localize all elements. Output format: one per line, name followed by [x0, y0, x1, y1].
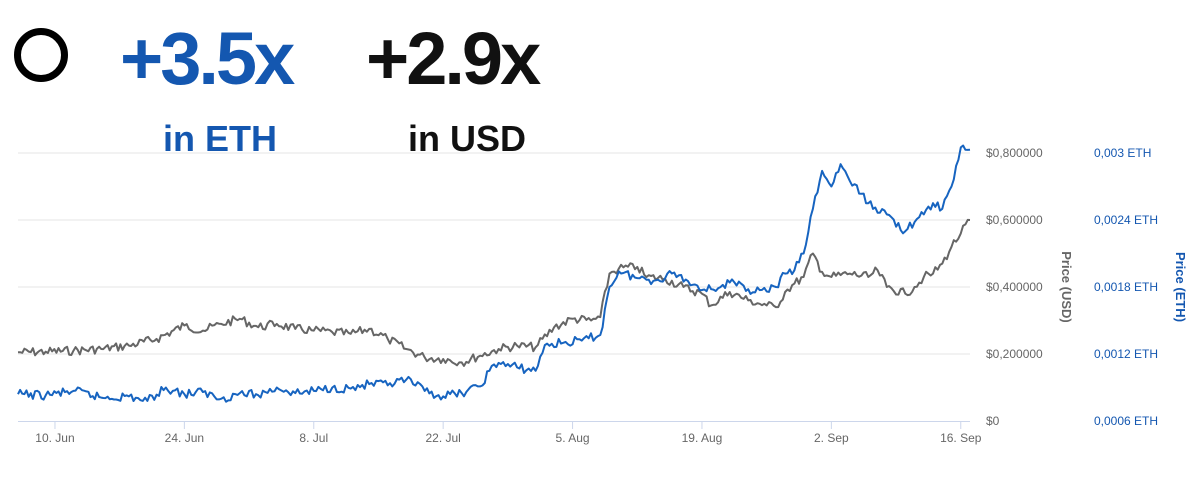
- left-y-axis: $0 $0,200000 $0,400000 $0,600000 $0,800000 Pr…: [986, 146, 1074, 428]
- y-right-tick-label: 0,0018 ETH: [1094, 280, 1158, 294]
- eth-multiplier: +3.5x: [120, 17, 295, 100]
- y-right-tick-label: 0,003 ETH: [1094, 146, 1151, 160]
- y-left-axis-title: Price (USD): [1059, 251, 1074, 323]
- usd-multiplier: +2.9x: [366, 17, 541, 100]
- x-axis: 10. Jun 24. Jun 8. Jul 22. Jul 5. Aug 19. Aug…: [18, 421, 982, 445]
- x-tick-label: 10. Jun: [35, 431, 74, 445]
- x-tick-label: 24. Jun: [165, 431, 204, 445]
- series-lines: [17, 144, 971, 403]
- y-left-tick-label: $0,200000: [986, 347, 1043, 361]
- x-tick-label: 8. Jul: [299, 431, 328, 445]
- y-right-tick-label: 0,0006 ETH: [1094, 414, 1158, 428]
- x-tick-label: 22. Jul: [425, 431, 460, 445]
- y-right-tick-label: 0,0012 ETH: [1094, 347, 1158, 361]
- right-y-axis: 0,0006 ETH 0,0012 ETH 0,0018 ETH 0,0024 ETH…: [1094, 146, 1188, 428]
- usd-price-line: [17, 218, 971, 367]
- y-right-axis-title: Price (ETH): [1173, 252, 1188, 322]
- eth-price-line: [17, 144, 971, 403]
- x-tick-label: 19. Aug: [682, 431, 723, 445]
- y-right-tick-label: 0,0024 ETH: [1094, 213, 1158, 227]
- x-tick-label: 5. Aug: [556, 431, 590, 445]
- x-tick-label: 16. Sep: [940, 431, 982, 445]
- grid-lines: [18, 152, 970, 355]
- y-left-tick-label: $0,600000: [986, 213, 1043, 227]
- x-tick-label: 2. Sep: [814, 431, 849, 445]
- y-left-tick-label: $0,800000: [986, 146, 1043, 160]
- hollow-circle-icon: [14, 28, 68, 82]
- eth-caption: in ETH: [163, 118, 277, 159]
- y-left-tick-label: $0: [986, 414, 1000, 428]
- usd-caption: in USD: [408, 118, 527, 159]
- y-left-tick-label: $0,400000: [986, 280, 1043, 294]
